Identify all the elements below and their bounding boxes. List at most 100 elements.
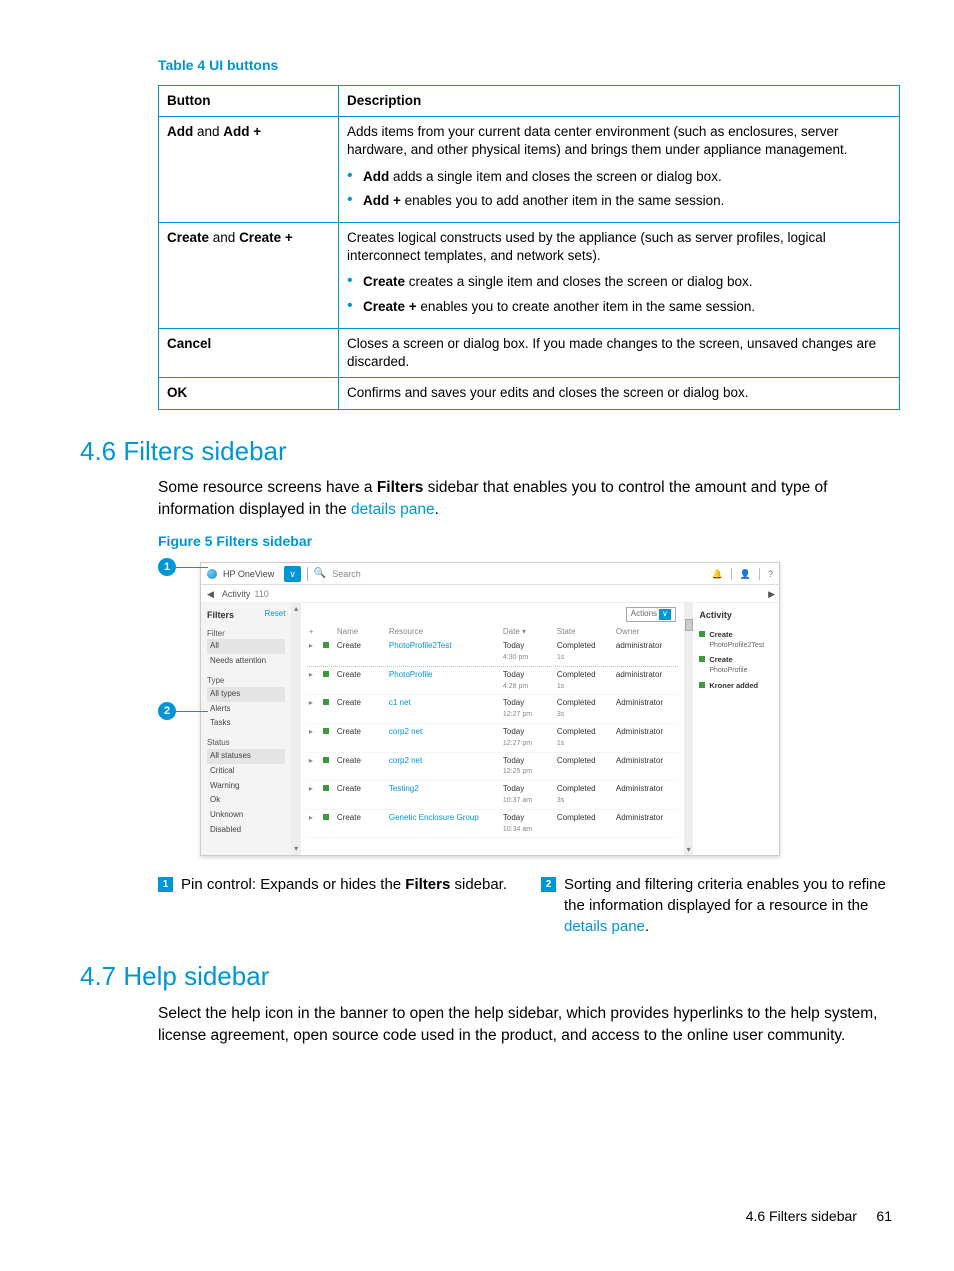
col-name[interactable]: Name bbox=[337, 627, 385, 638]
filters-reset-link[interactable]: Reset bbox=[265, 609, 286, 620]
expand-icon[interactable]: ▸ bbox=[309, 756, 319, 778]
filter-item[interactable]: Ok bbox=[207, 793, 285, 808]
cell-resource[interactable]: Testing2 bbox=[389, 784, 499, 806]
details-pane-link-2[interactable]: details pane bbox=[564, 918, 645, 935]
brand-label: HP OneView bbox=[223, 568, 274, 580]
expand-icon[interactable]: ▸ bbox=[309, 670, 319, 692]
filter-item[interactable]: Alerts bbox=[207, 702, 285, 717]
search-icon[interactable]: 🔍 bbox=[314, 567, 326, 581]
expand-icon[interactable]: ▸ bbox=[309, 784, 319, 806]
col-date[interactable]: Date ▾ bbox=[503, 627, 553, 638]
table-row[interactable]: ▸CreateGenetic Enclosure GroupToday10:34… bbox=[307, 810, 678, 839]
cell-date: Today10:37 am bbox=[503, 784, 553, 806]
cell-owner: Administrator bbox=[616, 756, 676, 778]
figure-caption: Figure 5 Filters sidebar bbox=[158, 532, 896, 551]
callout-badge-2: 2 bbox=[158, 702, 176, 720]
cell-owner: administrator bbox=[616, 641, 676, 663]
cell-date: Today10:34 am bbox=[503, 813, 553, 835]
scroll-up-icon[interactable]: ▴ bbox=[294, 603, 298, 616]
table-row[interactable]: ▸Createcorp2 netToday12:25 pmCompletedAd… bbox=[307, 753, 678, 782]
expand-icon[interactable]: ▸ bbox=[309, 813, 319, 835]
cell-resource[interactable]: PhotoProfile bbox=[389, 670, 499, 692]
table-row[interactable]: ▸Createcorp2 netToday12:27 pmCompleted1s… bbox=[307, 724, 678, 753]
table-row[interactable]: ▸CreatePhotoProfile2TestToday4:30 pmComp… bbox=[307, 638, 678, 667]
filter-item[interactable]: All statuses bbox=[207, 749, 285, 764]
cell-name: Create bbox=[337, 784, 385, 806]
activity-item[interactable]: CreatePhotoProfile2Test bbox=[699, 630, 773, 651]
filter-item[interactable]: Needs attention bbox=[207, 654, 285, 669]
search-input[interactable]: Search bbox=[332, 568, 361, 580]
expand-icon[interactable]: ▸ bbox=[309, 698, 319, 720]
col-state[interactable]: State bbox=[557, 627, 612, 638]
table-cell-button: Create and Create + bbox=[159, 222, 339, 328]
bullet-item: Add adds a single item and closes the sc… bbox=[347, 168, 891, 186]
status-icon bbox=[699, 682, 705, 688]
pin-control-right-icon[interactable]: ▶ bbox=[768, 588, 775, 600]
table-row[interactable]: ▸CreateTesting2Today10:37 amCompleted3sA… bbox=[307, 781, 678, 810]
cell-resource[interactable]: Genetic Enclosure Group bbox=[389, 813, 499, 835]
help-sidebar-para: Select the help icon in the banner to op… bbox=[158, 1003, 896, 1048]
table-cell-button: Add and Add + bbox=[159, 117, 339, 223]
table-row[interactable]: ▸Createc1 netToday12:27 pmCompleted3sAdm… bbox=[307, 695, 678, 724]
ss-banner: HP OneView ∨ 🔍 Search 🔔 👤 ? bbox=[201, 563, 779, 585]
callout-line-2 bbox=[176, 711, 208, 712]
cell-resource[interactable]: PhotoProfile2Test bbox=[389, 641, 499, 663]
cell-resource[interactable]: corp2 net bbox=[389, 727, 499, 749]
scroll-down-main-icon[interactable]: ▾ bbox=[684, 845, 693, 856]
cell-name: Create bbox=[337, 670, 385, 692]
cell-resource[interactable]: c1 net bbox=[389, 698, 499, 720]
filter-item[interactable]: Warning bbox=[207, 779, 285, 794]
subheader-count: 110 bbox=[254, 588, 268, 600]
cell-owner: Administrator bbox=[616, 727, 676, 749]
filters-sidebar-para: Some resource screens have a Filters sid… bbox=[158, 477, 896, 522]
ss-main: Actions ∨ + Name Resource Date ▾ State O… bbox=[301, 603, 684, 855]
pin-control-left-icon[interactable]: ◀ bbox=[207, 588, 214, 600]
help-icon[interactable]: ? bbox=[768, 568, 773, 580]
table-caption: Table 4 UI buttons bbox=[158, 56, 896, 75]
filter-item[interactable]: Unknown bbox=[207, 808, 285, 823]
cell-date: Today4:30 pm bbox=[503, 641, 553, 663]
filter-item[interactable]: Disabled bbox=[207, 823, 285, 838]
activity-item[interactable]: CreatePhotoProfile bbox=[699, 655, 773, 676]
legend-badge-1: 1 bbox=[158, 877, 173, 892]
filter-item[interactable]: All types bbox=[207, 687, 285, 702]
scroll-down-icon[interactable]: ▾ bbox=[294, 843, 298, 856]
table-cell-description: Creates logical constructs used by the a… bbox=[339, 222, 900, 328]
filter-item[interactable]: Tasks bbox=[207, 716, 285, 731]
bullet-item: Add + enables you to add another item in… bbox=[347, 192, 891, 210]
cell-state: Completed bbox=[557, 813, 612, 835]
col-expand[interactable]: + bbox=[309, 627, 319, 638]
scrollbar-thumb[interactable] bbox=[685, 619, 693, 631]
cell-owner: Administrator bbox=[616, 784, 676, 806]
col-owner[interactable]: Owner bbox=[616, 627, 676, 638]
actions-menu[interactable]: Actions ∨ bbox=[626, 607, 676, 622]
main-menu-chevron-icon[interactable]: ∨ bbox=[284, 566, 301, 582]
filter-item[interactable]: All bbox=[207, 639, 285, 654]
cell-resource[interactable]: corp2 net bbox=[389, 756, 499, 778]
callout-badge-1: 1 bbox=[158, 558, 176, 576]
filters-scrollbar[interactable]: ▴ ▾ bbox=[291, 603, 300, 855]
callout-line-1 bbox=[176, 567, 208, 568]
bell-icon[interactable]: 🔔 bbox=[712, 568, 723, 580]
cell-state: Completed1s bbox=[557, 727, 612, 749]
col-resource[interactable]: Resource bbox=[389, 627, 499, 638]
activity-item[interactable]: Kroner added bbox=[699, 681, 773, 691]
main-scrollbar[interactable]: ▾ bbox=[684, 603, 693, 855]
details-pane-link[interactable]: details pane bbox=[351, 501, 435, 518]
table-row[interactable]: ▸CreatePhotoProfileToday4:28 pmCompleted… bbox=[307, 667, 678, 696]
expand-icon[interactable]: ▸ bbox=[309, 641, 319, 663]
cell-date: Today12:27 pm bbox=[503, 698, 553, 720]
table-cell-description: Confirms and saves your edits and closes… bbox=[339, 378, 900, 409]
activity-panel: Activity CreatePhotoProfile2TestCreatePh… bbox=[693, 603, 779, 855]
filter-item[interactable]: Critical bbox=[207, 764, 285, 779]
th-button: Button bbox=[159, 85, 339, 116]
table-header: + Name Resource Date ▾ State Owner bbox=[307, 627, 678, 638]
expand-icon[interactable]: ▸ bbox=[309, 727, 319, 749]
cell-state: Completed1s bbox=[557, 670, 612, 692]
status-icon bbox=[323, 757, 329, 763]
status-icon bbox=[699, 656, 705, 662]
cell-state: Completed bbox=[557, 756, 612, 778]
cell-state: Completed3s bbox=[557, 698, 612, 720]
session-icon[interactable]: 👤 bbox=[740, 568, 751, 580]
footer-label: 4.6 Filters sidebar bbox=[746, 1208, 857, 1224]
